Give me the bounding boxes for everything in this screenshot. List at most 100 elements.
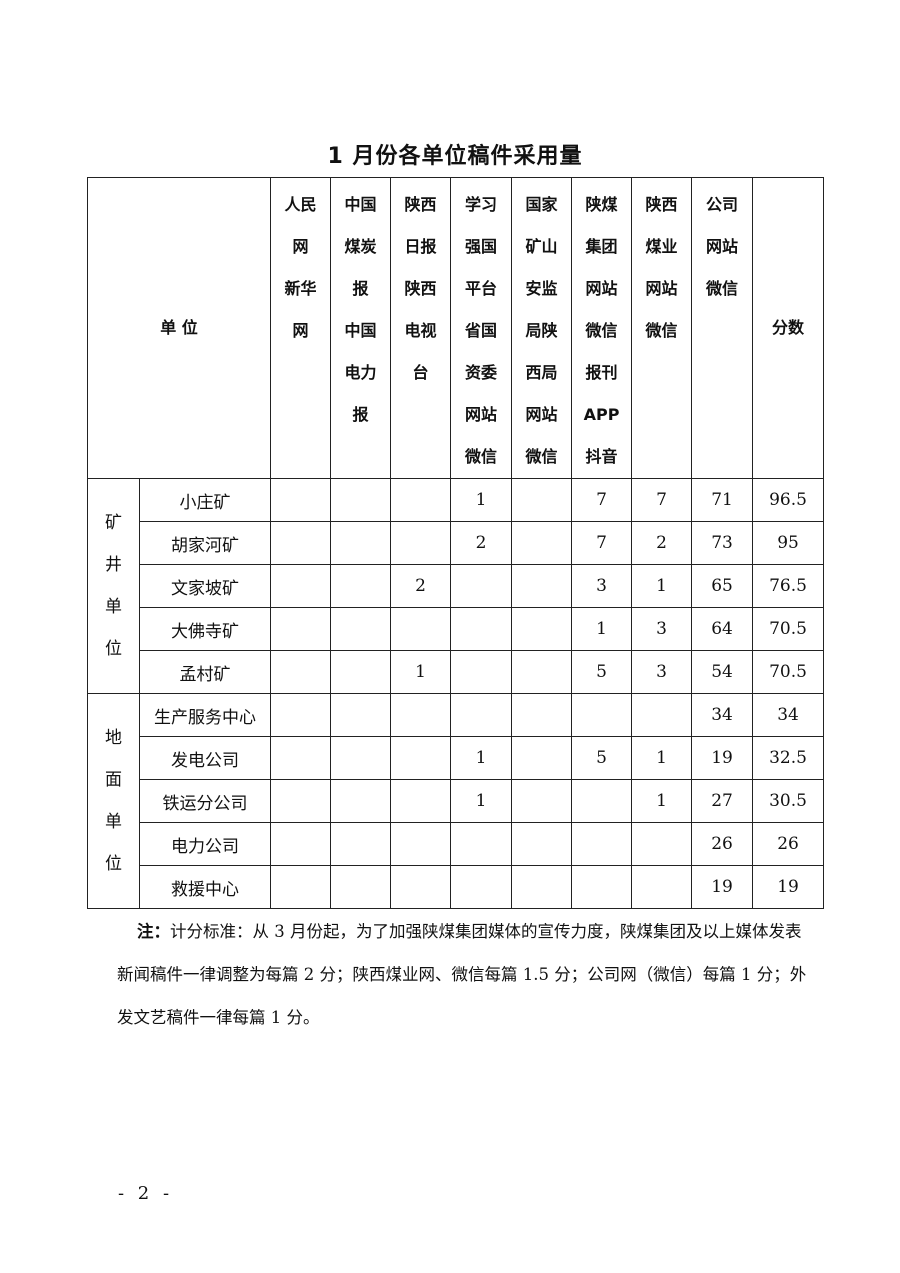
count-cell: [450, 822, 513, 866]
unit-name: 生产服务中心: [138, 693, 272, 737]
score-cell: 95: [752, 521, 825, 565]
unit-name: 发电公司: [138, 736, 272, 780]
count-cell: [330, 478, 392, 522]
column-header: 陕西 煤业 网站 微信: [631, 177, 693, 479]
count-cell: [270, 478, 332, 522]
count-cell: [330, 736, 392, 780]
count-cell: [330, 650, 392, 694]
count-cell: 2: [631, 521, 693, 565]
note-label: 注：: [137, 922, 170, 941]
count-cell: [511, 478, 573, 522]
group-label: 地 面 单 位: [87, 693, 140, 909]
table-row: 铁运分公司 1 1 27 30.5: [88, 779, 825, 823]
score-cell: 19: [752, 865, 825, 909]
count-cell: [270, 521, 332, 565]
count-cell: 3: [631, 650, 693, 694]
count-cell: 71: [691, 478, 754, 522]
count-cell: [270, 607, 332, 651]
count-cell: [450, 865, 513, 909]
count-cell: [571, 822, 633, 866]
table-row: 发电公司 1 5 1 19 32.5: [88, 736, 825, 780]
count-cell: [511, 865, 573, 909]
count-cell: 1: [450, 736, 513, 780]
count-cell: [390, 478, 452, 522]
table-row: 孟村矿 1 5 3 54 70.5: [88, 650, 825, 694]
count-cell: 1: [571, 607, 633, 651]
table-header-row: 单 位 人民 网 新华 网中国 煤炭 报 中国 电力 报陕西 日报 陕西 电视 …: [86, 177, 825, 479]
score-cell: 26: [752, 822, 825, 866]
score-header: 分数: [752, 177, 825, 479]
count-cell: [270, 865, 332, 909]
group-label: 矿 井 单 位: [87, 478, 140, 694]
count-cell: [511, 693, 573, 737]
count-cell: [390, 607, 452, 651]
page-number: - 2 -: [118, 1183, 174, 1204]
count-cell: 26: [691, 822, 754, 866]
count-cell: 1: [450, 779, 513, 823]
count-cell: 3: [571, 564, 633, 608]
table-row: 地 面 单 位生产服务中心 34 34: [87, 693, 825, 909]
note-text: 计分标准：从 3 月份起，为了加强陕煤集团媒体的宣传力度，陕煤集团及以上媒体发表…: [117, 922, 807, 1027]
manuscript-table: 单 位 人民 网 新华 网中国 煤炭 报 中国 电力 报陕西 日报 陕西 电视 …: [86, 177, 825, 909]
count-cell: [270, 564, 332, 608]
count-cell: [270, 779, 332, 823]
column-header: 陕煤 集团 网站 微信 报刊 APP 抖音: [571, 177, 633, 479]
count-cell: [450, 564, 513, 608]
count-cell: [571, 865, 633, 909]
count-cell: 5: [571, 650, 633, 694]
count-cell: [330, 779, 392, 823]
score-cell: 70.5: [752, 650, 825, 694]
count-cell: 19: [691, 865, 754, 909]
unit-name: 胡家河矿: [138, 521, 272, 565]
column-header: 人民 网 新华 网: [270, 177, 332, 479]
unit-name: 小庄矿: [138, 478, 272, 522]
count-cell: [330, 521, 392, 565]
count-cell: 27: [691, 779, 754, 823]
count-cell: [330, 607, 392, 651]
count-cell: 54: [691, 650, 754, 694]
count-cell: [511, 822, 573, 866]
count-cell: [270, 736, 332, 780]
count-cell: 1: [390, 650, 452, 694]
score-cell: 96.5: [752, 478, 825, 522]
unit-name: 救援中心: [138, 865, 272, 909]
count-cell: [330, 693, 392, 737]
count-cell: [330, 865, 392, 909]
column-header: 公司 网站 微信: [691, 177, 754, 479]
score-cell: 70.5: [752, 607, 825, 651]
count-cell: 1: [631, 736, 693, 780]
count-cell: 73: [691, 521, 754, 565]
count-cell: 19: [691, 736, 754, 780]
count-cell: 3: [631, 607, 693, 651]
unit-name: 孟村矿: [138, 650, 272, 694]
count-cell: 7: [571, 478, 633, 522]
column-header: 中国 煤炭 报 中国 电力 报: [330, 177, 392, 479]
count-cell: [450, 693, 513, 737]
table-row: 矿 井 单 位小庄矿 1 7 7 71 96.5: [87, 478, 825, 694]
count-cell: [511, 736, 573, 780]
count-cell: [270, 693, 332, 737]
count-cell: [270, 650, 332, 694]
count-cell: [270, 822, 332, 866]
column-header: 国家 矿山 安监 局陕 西局 网站 微信: [511, 177, 573, 479]
count-cell: [571, 693, 633, 737]
table-row: 救援中心 19 19: [88, 865, 825, 909]
count-cell: [390, 736, 452, 780]
score-cell: 34: [752, 693, 825, 737]
count-cell: 1: [631, 779, 693, 823]
unit-name: 大佛寺矿: [138, 607, 272, 651]
count-cell: [511, 650, 573, 694]
count-cell: 5: [571, 736, 633, 780]
count-cell: [390, 822, 452, 866]
count-cell: 2: [390, 564, 452, 608]
count-cell: [631, 822, 693, 866]
count-cell: [631, 865, 693, 909]
column-header: 陕西 日报 陕西 电视 台: [390, 177, 452, 479]
count-cell: 7: [571, 521, 633, 565]
unit-name: 铁运分公司: [138, 779, 272, 823]
table-row: 胡家河矿 2 7 2 73 95: [88, 521, 825, 565]
count-cell: 1: [631, 564, 693, 608]
count-cell: 64: [691, 607, 754, 651]
count-cell: [511, 779, 573, 823]
count-cell: 34: [691, 693, 754, 737]
